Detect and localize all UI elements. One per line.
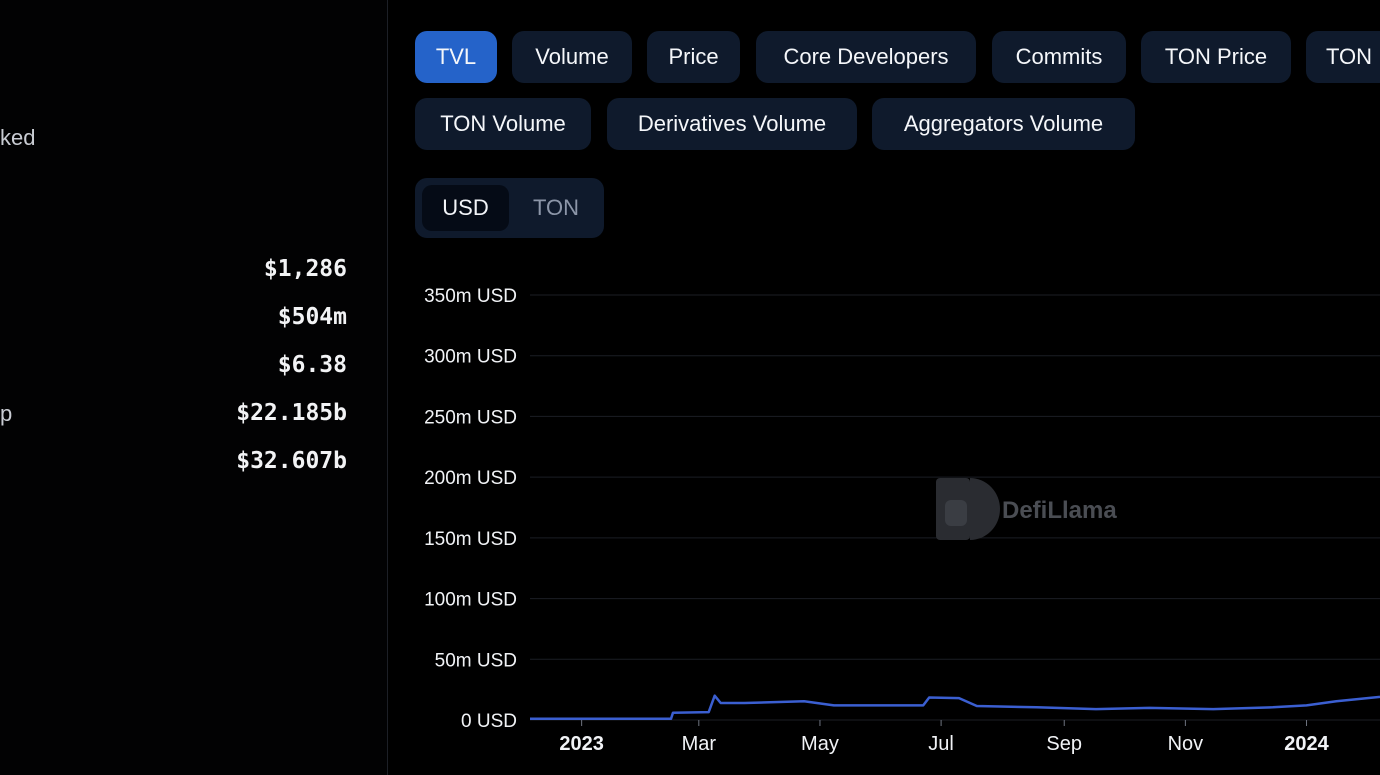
stat-label-partial: p bbox=[0, 401, 13, 426]
stat-value: $1,286 bbox=[263, 256, 347, 282]
x-tick-label: 2023 bbox=[559, 733, 604, 755]
defillama-watermark: DefiLlama bbox=[936, 478, 1117, 540]
x-tick-label: Jul bbox=[928, 733, 954, 755]
x-tick-label: Mar bbox=[682, 733, 717, 755]
tab-price[interactable]: Price bbox=[647, 31, 740, 83]
y-tick-label: 250m USD bbox=[424, 407, 517, 428]
watermark-text: DefiLlama bbox=[1002, 497, 1117, 524]
y-tick-label: 150m USD bbox=[424, 529, 517, 550]
currency-option-usd[interactable]: USD bbox=[422, 185, 509, 231]
y-tick-label: 0 USD bbox=[461, 711, 517, 732]
y-tick-label: 350m USD bbox=[424, 286, 517, 307]
stat-value: $22.185b bbox=[236, 400, 347, 426]
tab-aggregators-volume[interactable]: Aggregators Volume bbox=[872, 98, 1135, 150]
y-axis: 0 USD 50m USD 100m USD 150m USD 200m USD 250m… bbox=[424, 286, 517, 732]
tab-ton[interactable]: TON bbox=[1306, 31, 1380, 83]
x-tick-label: Sep bbox=[1046, 733, 1082, 755]
y-tick-label: 50m USD bbox=[435, 650, 517, 671]
stat-value: $504m bbox=[277, 304, 347, 330]
y-tick-label: 300m USD bbox=[424, 347, 517, 368]
tab-commits[interactable]: Commits bbox=[992, 31, 1126, 83]
stat-value: $32.607b bbox=[236, 448, 347, 474]
tab-tvl[interactable]: TVL bbox=[415, 31, 497, 83]
stat-label-partial: ked bbox=[0, 125, 36, 150]
y-tick-label: 200m USD bbox=[424, 468, 517, 489]
currency-toggle: USD TON bbox=[415, 178, 604, 238]
x-tick-label: 2024 bbox=[1284, 733, 1329, 755]
tab-ton-price[interactable]: TON Price bbox=[1141, 31, 1291, 83]
stat-value: $6.38 bbox=[277, 352, 347, 378]
tab-derivatives-volume[interactable]: Derivatives Volume bbox=[607, 98, 857, 150]
tab-volume[interactable]: Volume bbox=[512, 31, 632, 83]
tab-core-developers[interactable]: Core Developers bbox=[756, 31, 976, 83]
tvl-series-line bbox=[530, 694, 1380, 721]
x-tick-label: May bbox=[801, 733, 839, 755]
x-axis: 2023 Mar May Jul Sep Nov 2024 bbox=[559, 720, 1330, 755]
tab-ton-volume[interactable]: TON Volume bbox=[415, 98, 591, 150]
y-tick-label: 100m USD bbox=[424, 590, 517, 611]
x-tick-label: Nov bbox=[1168, 733, 1204, 755]
stats-panel: ked p $1,286 $504m $6.38 $22.185b $32.60… bbox=[0, 0, 388, 775]
tvl-line-chart: DefiLlama 0 USD 50m USD 100m USD 150m USD 20… bbox=[424, 286, 1380, 755]
grid-lines bbox=[530, 294, 1380, 721]
currency-option-ton[interactable]: TON bbox=[532, 195, 580, 220]
